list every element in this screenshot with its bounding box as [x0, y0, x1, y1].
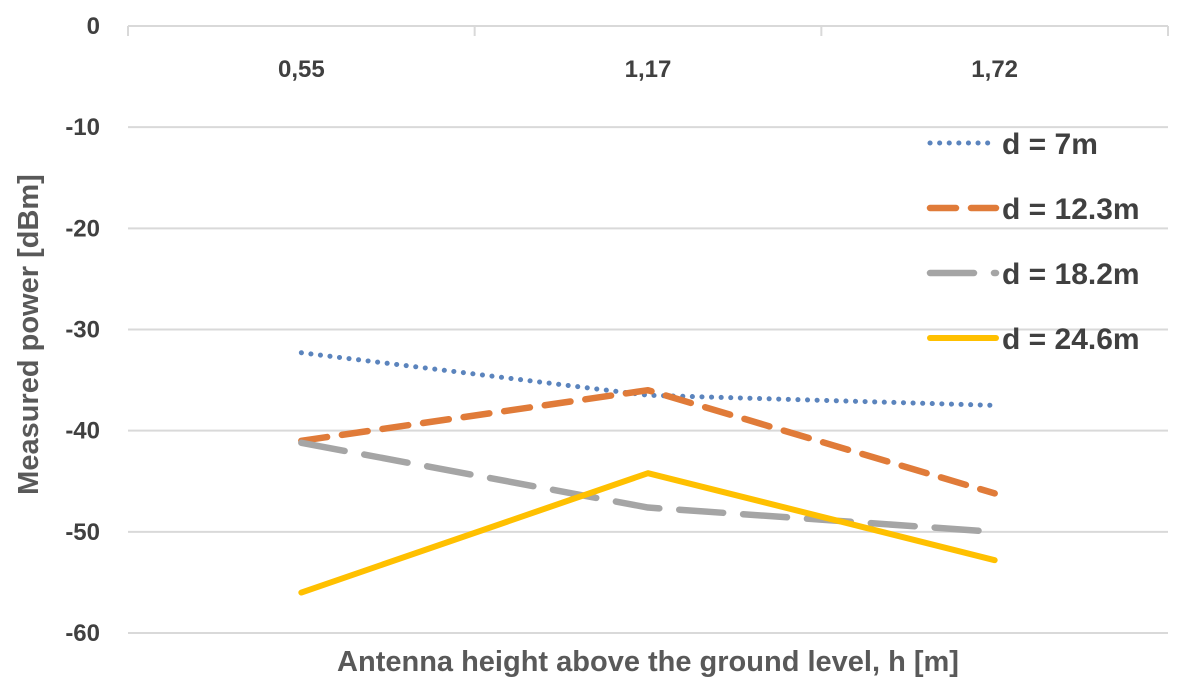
y-tick-label-1: -10 [65, 114, 100, 141]
x-tick-label-2: 1,72 [971, 56, 1018, 83]
legend-label-1: d = 12.3m [1002, 193, 1140, 226]
x-tick-label-1: 1,17 [625, 56, 672, 83]
y-tick-label-2: -20 [65, 215, 100, 242]
x-axis [127, 25, 1169, 36]
legend-label-2: d = 18.2m [1002, 258, 1140, 291]
series-line-2 [298, 439, 998, 536]
series-line-3 [298, 470, 998, 596]
y-tick-label-6: -60 [65, 620, 100, 647]
y-tick-label-3: -30 [65, 317, 100, 344]
x-tick-label-0: 0,55 [278, 56, 325, 83]
series-lines [298, 350, 998, 596]
x-axis-title: Antenna height above the ground level, h… [337, 646, 959, 678]
y-tick-label-0: 0 [87, 13, 100, 40]
series-line-0 [298, 350, 998, 408]
legend-label-0: d = 7m [1002, 128, 1098, 161]
series-line-1 [298, 386, 998, 497]
gridlines [128, 126, 1168, 634]
y-tick-label-5: -50 [65, 519, 100, 546]
y-tick-label-4: -40 [65, 418, 100, 445]
y-axis-title: Measured power [dBm] [13, 174, 45, 495]
legend: d = 7m d = 12.3m d = 18.2m d = 24.6m [926, 128, 1140, 356]
y-axis-tick-labels: 0 -10 -20 -30 -40 -50 -60 [65, 13, 100, 647]
x-axis-tick-marks [127, 26, 1169, 36]
x-axis-tick-labels: 0,55 1,17 1,72 [278, 56, 1018, 83]
legend-label-3: d = 24.6m [1002, 323, 1140, 356]
